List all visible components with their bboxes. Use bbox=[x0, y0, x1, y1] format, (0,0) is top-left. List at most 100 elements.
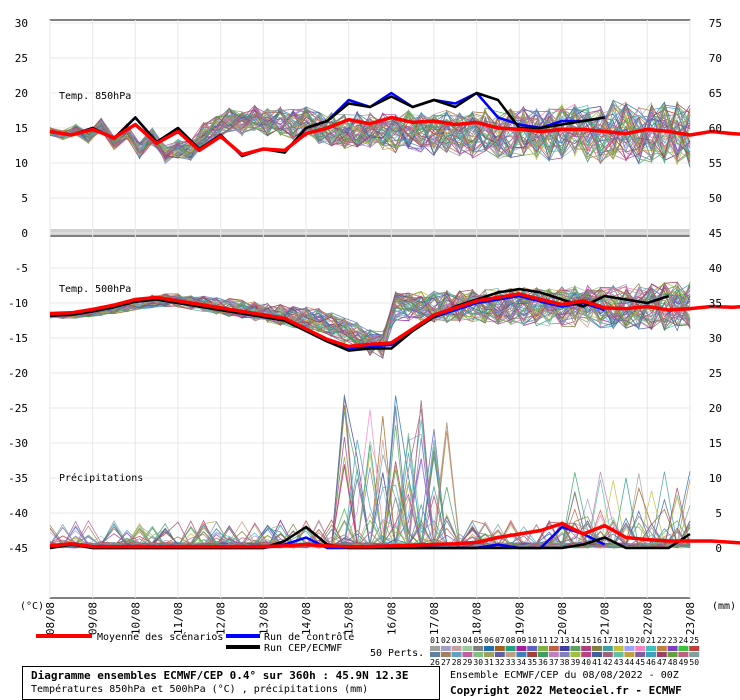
main-series bbox=[49, 91, 740, 550]
ensemble-info: Ensemble ECMWF/CEP du 08/08/2022 - 00Z bbox=[450, 670, 679, 681]
left-tick-label: 0 bbox=[21, 227, 28, 240]
left-tick-label: 30 bbox=[15, 17, 28, 30]
pert-label: 08 bbox=[506, 636, 516, 645]
pert-label: 19 bbox=[625, 636, 635, 645]
pert-swatch bbox=[451, 646, 462, 651]
pert-swatch bbox=[656, 646, 667, 651]
panel-separator bbox=[50, 229, 690, 235]
right-tick-label: 60 bbox=[709, 122, 722, 135]
x-tick-label: 15/08 bbox=[343, 602, 356, 635]
left-tick-label: 25 bbox=[15, 52, 28, 65]
pert-label: 46 bbox=[646, 658, 656, 667]
left-tick-label: 10 bbox=[15, 157, 28, 170]
footer-title: Diagramme ensembles ECMWF/CEP 0.4° sur 3… bbox=[31, 669, 409, 682]
perturbation-line-t850 bbox=[49, 108, 691, 161]
x-tick-label: 18/08 bbox=[471, 602, 484, 635]
legend-cep-label: Run CEP/ECMWF bbox=[264, 643, 342, 654]
pert-label: 05 bbox=[473, 636, 483, 645]
right-tick-label: 35 bbox=[709, 297, 722, 310]
perturbation-line-t850 bbox=[49, 106, 691, 162]
pert-swatch bbox=[602, 652, 613, 657]
mean-line-t500 bbox=[49, 292, 740, 349]
pert-label: 48 bbox=[668, 658, 678, 667]
left-tick-label: -35 bbox=[8, 472, 28, 485]
pert-label: 23 bbox=[668, 636, 678, 645]
pert-swatch bbox=[484, 652, 494, 657]
pert-swatch bbox=[678, 646, 689, 651]
mean-line-precip bbox=[49, 521, 740, 549]
cep-line-t850 bbox=[49, 91, 605, 158]
left-tick-label: -40 bbox=[8, 507, 28, 520]
pert-swatch bbox=[581, 646, 592, 651]
pert-label: 40 bbox=[581, 658, 591, 667]
x-tick-label: 11/08 bbox=[172, 602, 185, 635]
pert-swatch bbox=[527, 652, 538, 657]
right-tick-label: 45 bbox=[709, 227, 722, 240]
left-tick-label: -15 bbox=[8, 332, 28, 345]
pert-label: 22 bbox=[657, 636, 667, 645]
left-tick-label: -25 bbox=[8, 402, 28, 415]
perturbation-line-t850 bbox=[49, 105, 691, 162]
unit-right: (mm) bbox=[712, 601, 736, 612]
x-tick-label: 14/08 bbox=[300, 602, 313, 635]
pert-swatch bbox=[440, 646, 451, 651]
pert-swatch bbox=[430, 652, 440, 657]
pert-swatch bbox=[581, 652, 592, 657]
left-tick-label: 20 bbox=[15, 87, 28, 100]
pert-swatch bbox=[559, 646, 570, 651]
pert-swatch bbox=[667, 652, 678, 657]
pert-label: 27 bbox=[441, 658, 451, 667]
pert-color-legend: 01 02 03 04 05 06 07 08 09 10 11 12 13 14 15 16 17 18 19 20… bbox=[430, 636, 700, 667]
pert-label: 42 bbox=[603, 658, 613, 667]
pert-label: 16 bbox=[592, 636, 602, 645]
pert-label: 06 bbox=[484, 636, 494, 645]
left-tick-label: -30 bbox=[8, 437, 28, 450]
pert-swatch bbox=[538, 652, 548, 657]
pert-label: 12 bbox=[549, 636, 559, 645]
pert-label: 35 bbox=[527, 658, 537, 667]
x-tick-label: 21/08 bbox=[599, 602, 612, 635]
x-tick-label: 16/08 bbox=[385, 602, 398, 635]
right-tick-label: 65 bbox=[709, 87, 722, 100]
x-tick-label: 12/08 bbox=[215, 602, 228, 635]
left-tick-label: -20 bbox=[8, 367, 28, 380]
legend-perts-label: 50 Perts. bbox=[370, 648, 424, 659]
pert-swatch bbox=[462, 652, 473, 657]
pert-label: 11 bbox=[538, 636, 548, 645]
pert-swatch bbox=[689, 646, 700, 651]
x-tick-label: 10/08 bbox=[129, 602, 142, 635]
pert-swatch bbox=[635, 646, 646, 651]
x-tick-label: 08/08 bbox=[44, 602, 57, 635]
pert-label: 18 bbox=[614, 636, 624, 645]
right-tick-label: 30 bbox=[709, 332, 722, 345]
perturbation-line-t500 bbox=[49, 283, 691, 357]
copyright: Copyright 2022 Meteociel.fr - ECMWF bbox=[450, 684, 682, 697]
panel-label-t850: Temp. 850hPa bbox=[59, 91, 131, 102]
pert-label: 43 bbox=[614, 658, 624, 667]
perturbation-line-t850 bbox=[49, 109, 691, 165]
pert-swatch bbox=[646, 646, 656, 651]
right-tick-label: 55 bbox=[709, 157, 722, 170]
pert-swatch bbox=[570, 652, 581, 657]
pert-swatch bbox=[505, 646, 516, 651]
mean-line-t850 bbox=[49, 115, 740, 157]
pert-swatch bbox=[602, 646, 613, 651]
legend-control-label: Run de contrôle bbox=[264, 631, 354, 643]
right-tick-label: 25 bbox=[709, 367, 722, 380]
x-tick-label: 23/08 bbox=[684, 602, 697, 635]
pert-swatch bbox=[473, 652, 484, 657]
pert-swatch bbox=[548, 646, 559, 651]
pert-swatch bbox=[592, 646, 602, 651]
pert-label: 17 bbox=[603, 636, 613, 645]
pert-label: 20 bbox=[635, 636, 645, 645]
pert-swatch bbox=[462, 646, 473, 651]
pert-label: 45 bbox=[635, 658, 645, 667]
left-tick-label: 15 bbox=[15, 122, 28, 135]
pert-swatch bbox=[559, 652, 570, 657]
right-tick-label: 5 bbox=[715, 507, 722, 520]
pert-label: 28 bbox=[452, 658, 462, 667]
pert-label: 29 bbox=[463, 658, 473, 667]
panel-label-precip: Précipitations bbox=[59, 472, 143, 484]
right-tick-label: 50 bbox=[709, 192, 722, 205]
